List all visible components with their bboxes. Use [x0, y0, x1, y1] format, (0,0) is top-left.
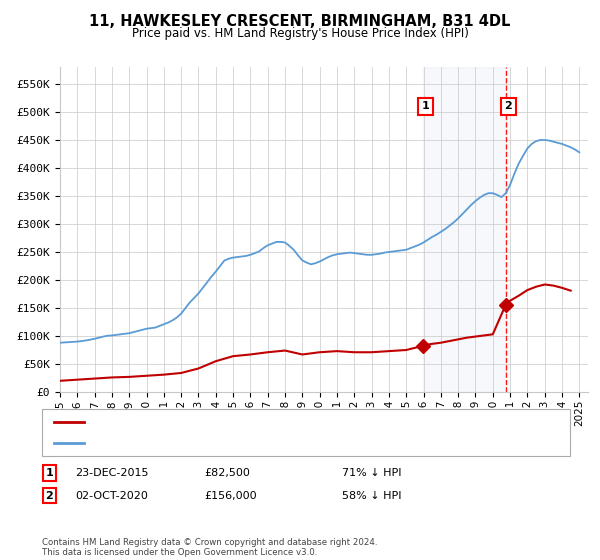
Text: 2: 2	[505, 101, 512, 111]
Text: 1: 1	[46, 468, 53, 478]
Text: 02-OCT-2020: 02-OCT-2020	[75, 491, 148, 501]
Text: 23-DEC-2015: 23-DEC-2015	[75, 468, 149, 478]
Text: 1: 1	[422, 101, 430, 111]
Text: Price paid vs. HM Land Registry's House Price Index (HPI): Price paid vs. HM Land Registry's House …	[131, 27, 469, 40]
Text: 11, HAWKESLEY CRESCENT, BIRMINGHAM, B31 4DL (detached house): 11, HAWKESLEY CRESCENT, BIRMINGHAM, B31 …	[90, 417, 452, 427]
Text: 71% ↓ HPI: 71% ↓ HPI	[342, 468, 401, 478]
Text: 58% ↓ HPI: 58% ↓ HPI	[342, 491, 401, 501]
Text: £156,000: £156,000	[204, 491, 257, 501]
Text: Contains HM Land Registry data © Crown copyright and database right 2024.
This d: Contains HM Land Registry data © Crown c…	[42, 538, 377, 557]
Text: 11, HAWKESLEY CRESCENT, BIRMINGHAM, B31 4DL: 11, HAWKESLEY CRESCENT, BIRMINGHAM, B31 …	[89, 14, 511, 29]
Text: 2: 2	[46, 491, 53, 501]
Text: £82,500: £82,500	[204, 468, 250, 478]
Bar	[423, 67, 506, 392]
Text: HPI: Average price, detached house, Birmingham: HPI: Average price, detached house, Birm…	[90, 438, 347, 448]
